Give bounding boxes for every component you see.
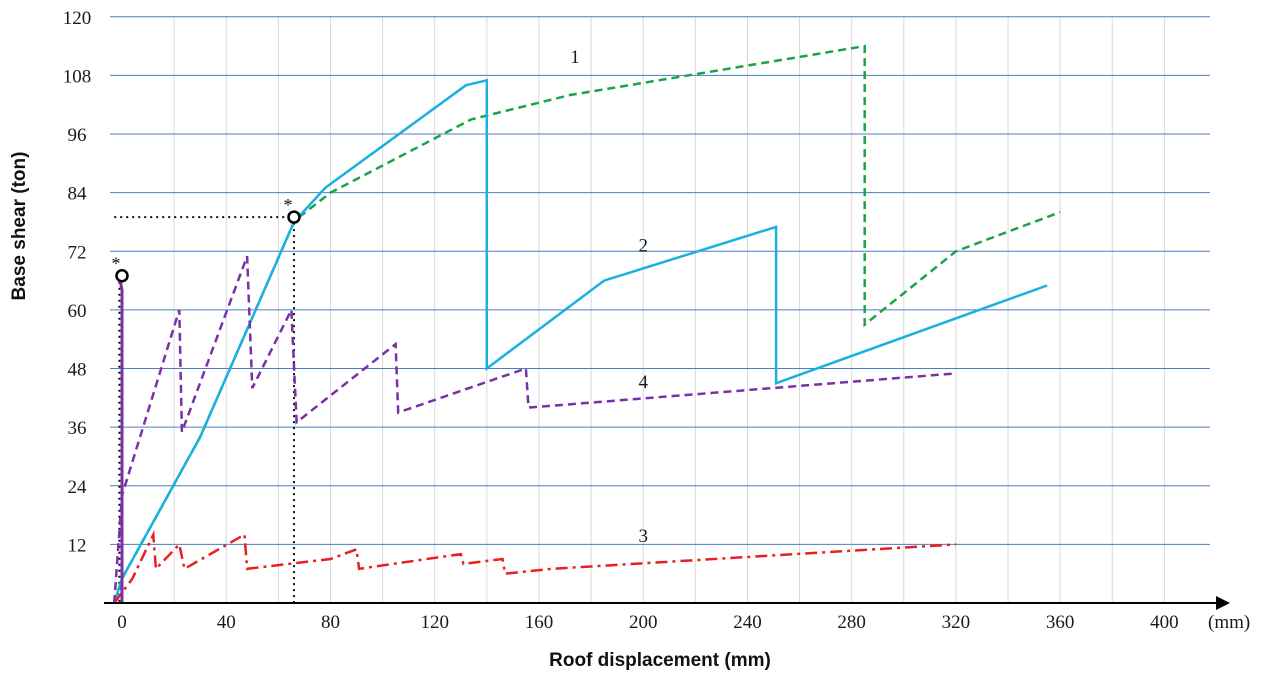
x-tick-label: 200 [629, 612, 658, 633]
y-tick-label: 12 [68, 535, 87, 556]
y-tick-label: 108 [63, 66, 92, 87]
x-tick-label: 360 [1046, 612, 1075, 633]
x-axis-arrow [1216, 596, 1230, 610]
curve-labels: 1 2 3 4 [570, 47, 648, 547]
reference-lines [114, 216, 295, 603]
series-layer [112, 44, 1061, 604]
y-tick-label: 60 [68, 301, 87, 322]
series-line-3 [113, 529, 956, 604]
marker-asterisk: * [283, 195, 292, 215]
x-tick-label: 40 [217, 612, 236, 633]
y-tick-label: 48 [68, 360, 87, 381]
yield-marker [287, 210, 301, 224]
curve-label-4: 4 [638, 372, 648, 393]
x-tick-label: 280 [837, 612, 866, 633]
y-tick-label: 120 [63, 8, 92, 29]
major-gridlines [110, 16, 1210, 545]
x-tick-label: 160 [525, 612, 554, 633]
tick-labels: 0 40 80 120 160 200 240 280 320 360 40012243648607… [63, 8, 1179, 633]
y-tick-label: 36 [68, 418, 87, 439]
series-line-4 [112, 255, 956, 604]
y-tick-label: 96 [68, 125, 87, 146]
x-tick-label: 240 [733, 612, 762, 633]
series-line-1 [113, 44, 1061, 604]
x-tick-label: 0 [117, 612, 127, 633]
y-axis-title: Base shear (ton) [9, 152, 30, 301]
x-tick-label: 400 [1150, 612, 1179, 633]
x-unit-label: (mm) [1208, 612, 1250, 633]
x-tick-label: 320 [942, 612, 971, 633]
y-tick-label: 84 [68, 184, 88, 205]
x-tick-label: 80 [321, 612, 340, 633]
yield-marker [115, 268, 129, 283]
marker-layer: ** [112, 195, 301, 283]
series-line-2 [113, 78, 1048, 604]
curve-label-1: 1 [570, 47, 580, 68]
x-axis-title: Roof displacement (mm) [549, 650, 771, 671]
y-tick-label: 72 [68, 242, 87, 263]
curve-label-2: 2 [638, 235, 648, 256]
y-tick-label: 24 [68, 477, 88, 498]
marker-asterisk: * [112, 254, 121, 274]
axes [104, 596, 1230, 610]
curve-label-3: 3 [638, 526, 648, 547]
x-tick-label: 120 [420, 612, 449, 633]
